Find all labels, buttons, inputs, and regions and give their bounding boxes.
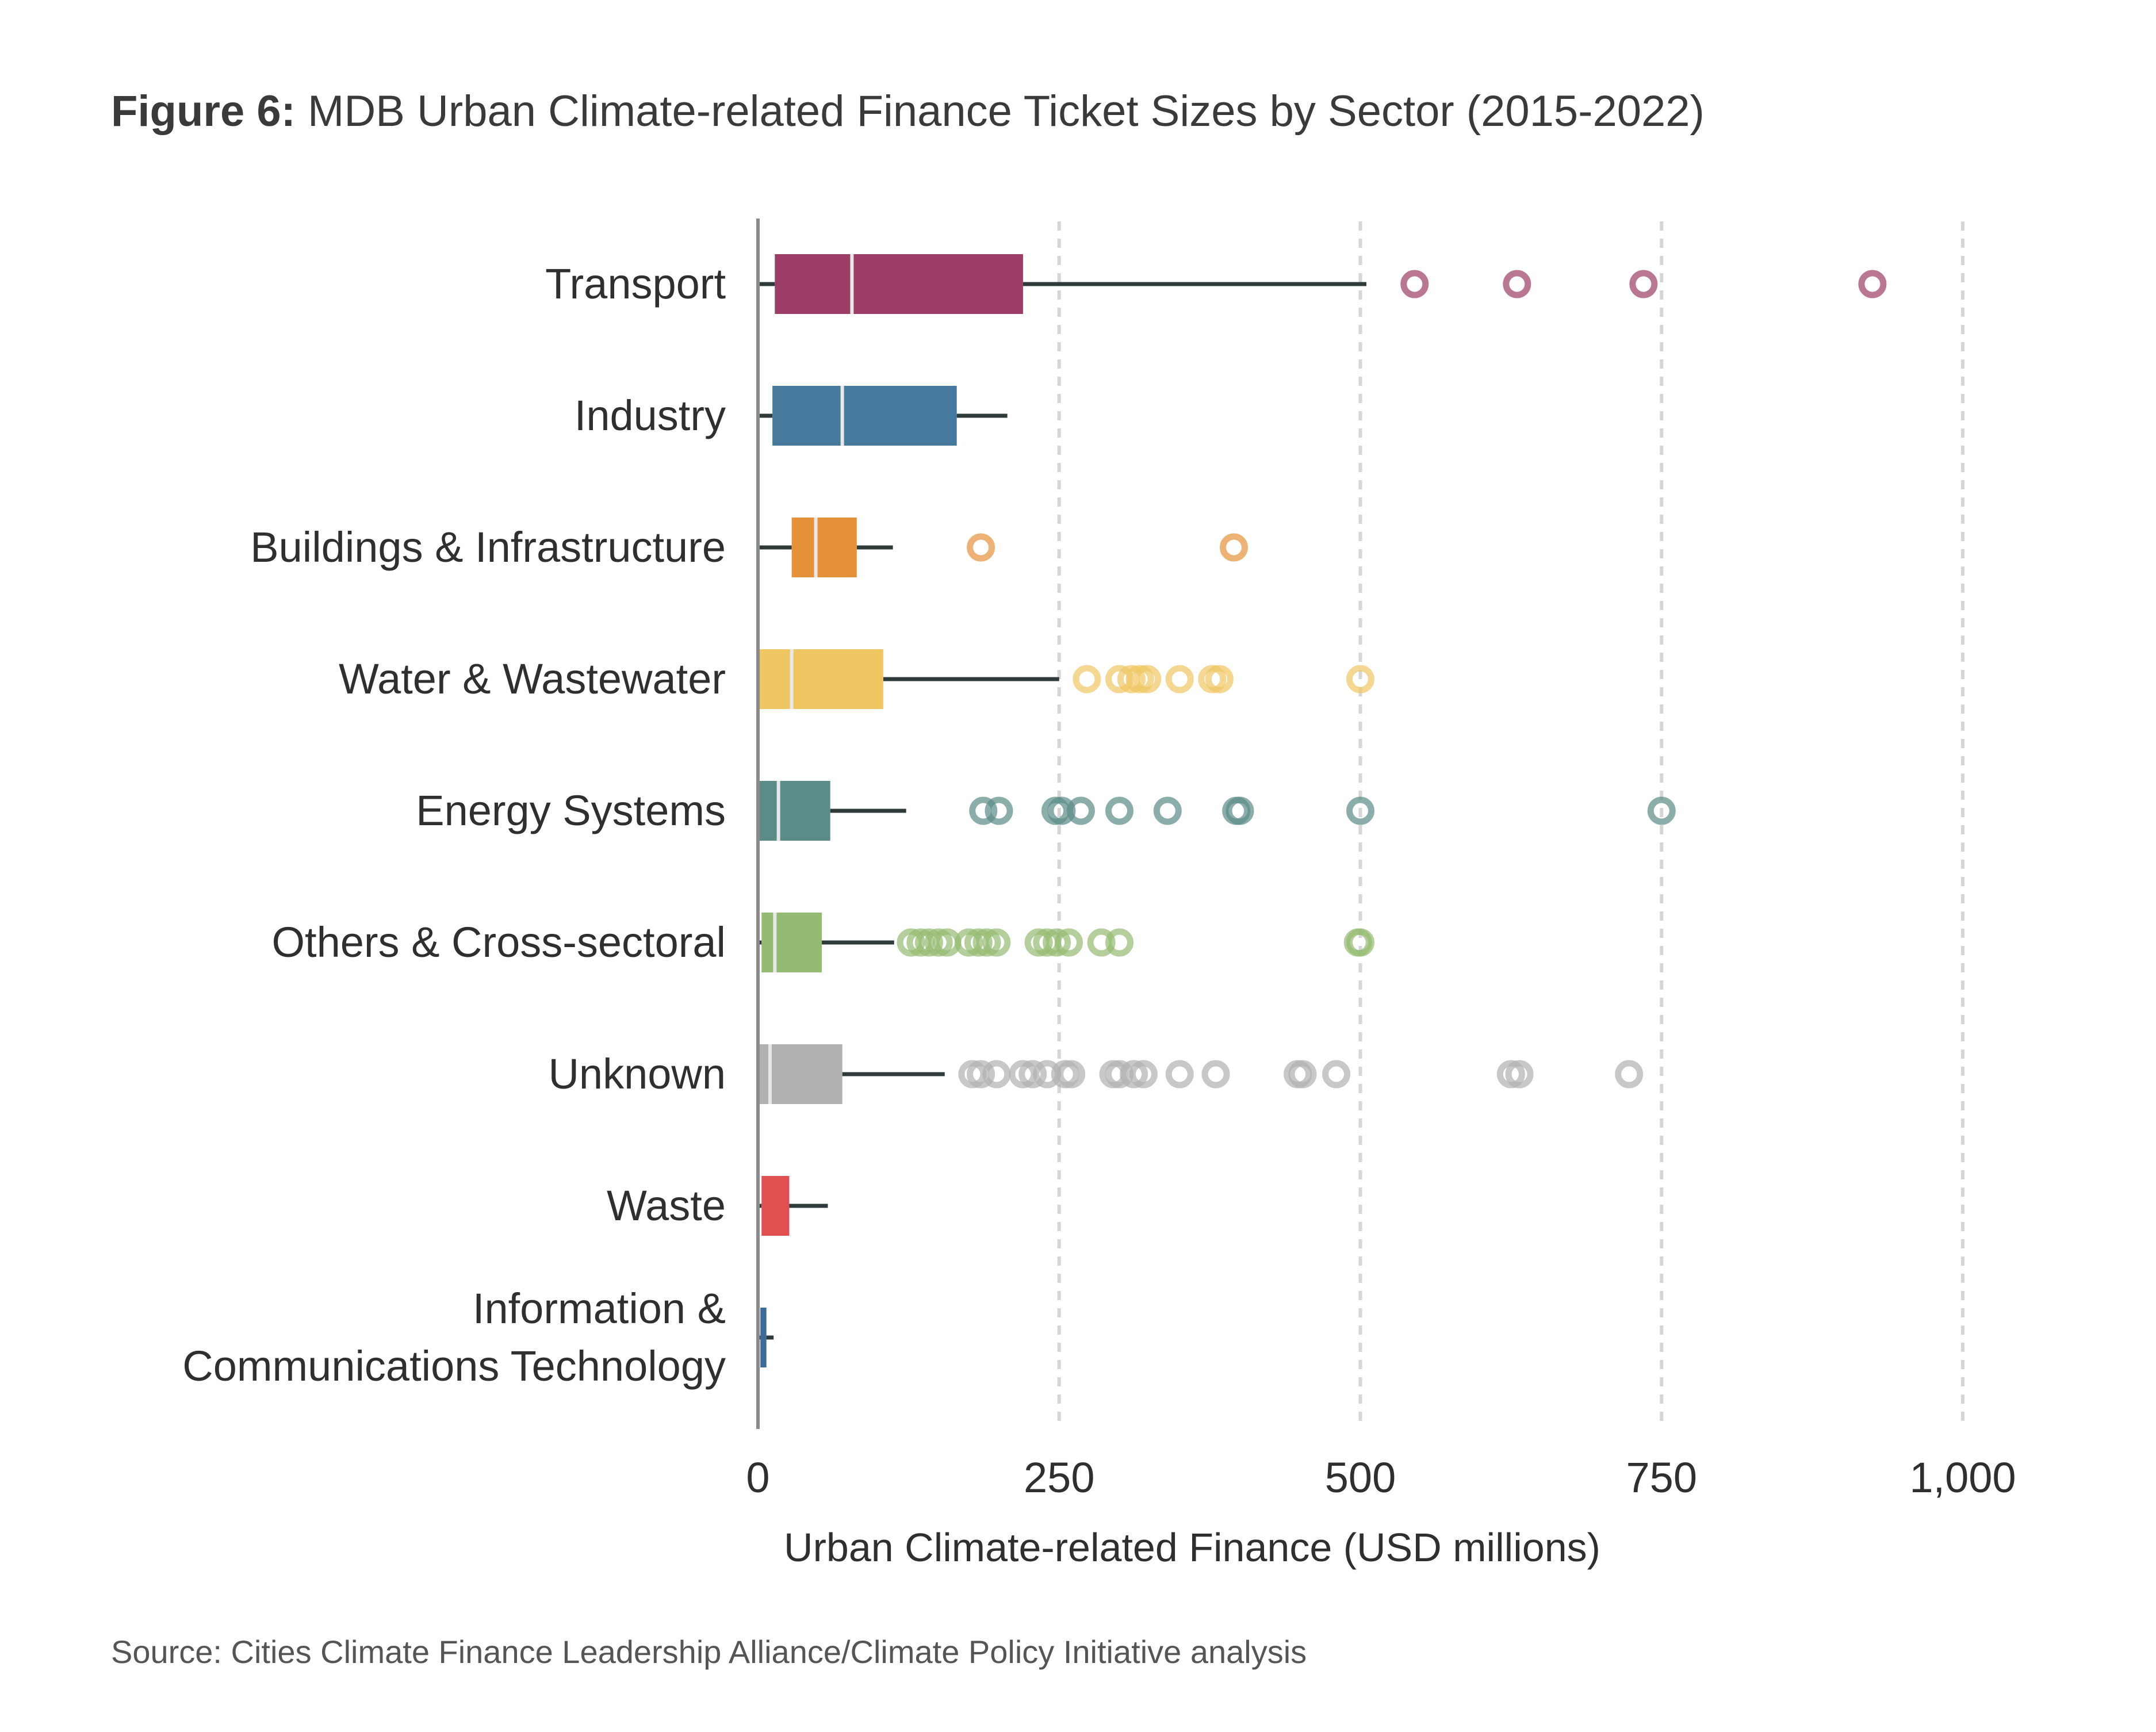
- box-group-industry: [758, 386, 1008, 446]
- outlier-others-cross-sectoral-2: [914, 928, 943, 957]
- figure-title-text: MDB Urban Climate-related Finance Ticket…: [308, 87, 1705, 136]
- box-group-waste: [758, 1176, 828, 1236]
- outlier-unknown-7: [1057, 1060, 1086, 1089]
- outlier-transport-3: [1858, 270, 1887, 298]
- box-information-communications-technology: [760, 1308, 767, 1367]
- box-group-information-communications-technology: [758, 1308, 774, 1367]
- x-tick-label-750: 750: [1626, 1454, 1697, 1501]
- outlier-others-cross-sectoral-16: [1346, 928, 1374, 957]
- outlier-unknown-11: [1129, 1060, 1158, 1089]
- outlier-energy-systems-9: [1346, 796, 1374, 825]
- x-tick-labels: 0 250 500 750 1,000: [746, 1454, 2016, 1501]
- outlier-unknown-4: [1018, 1060, 1047, 1089]
- category-label-unknown: Unknown: [548, 1050, 726, 1098]
- outlier-transport-1: [1503, 270, 1531, 298]
- outlier-energy-systems-10: [1647, 796, 1676, 825]
- x-tick-label-250: 250: [1024, 1454, 1094, 1501]
- category-label-others-cross-sectoral: Others & Cross-sectoral: [271, 918, 726, 966]
- outlier-others-cross-sectoral-7: [972, 928, 1001, 957]
- box-group-energy-systems: [758, 781, 1676, 841]
- category-label-line: Communications Technology: [182, 1342, 726, 1390]
- category-labels: Transport Industry Buildings & Infrastruct…: [182, 260, 726, 1390]
- figure-title-prefix: Figure 6:: [111, 87, 296, 136]
- outlier-unknown-16: [1322, 1060, 1351, 1089]
- gridlines: [1057, 221, 1964, 1429]
- outlier-transport-0: [1400, 270, 1429, 298]
- source-note: Source: Cities Climate Finance Leadershi…: [111, 1634, 1307, 1670]
- outlier-energy-systems-4: [1066, 796, 1095, 825]
- category-label-buildings-infrastructure: Buildings & Infrastructure: [250, 523, 726, 571]
- category-label-line: Information &: [473, 1285, 726, 1332]
- box-transport: [775, 254, 1023, 314]
- outlier-unknown-18: [1505, 1060, 1534, 1089]
- box-industry: [772, 386, 957, 446]
- outlier-transport-2: [1629, 270, 1658, 298]
- box-group-others-cross-sectoral: [758, 913, 1374, 972]
- x-tick-label-1000: 1,000: [1909, 1454, 2016, 1501]
- outlier-others-cross-sectoral-5: [955, 928, 983, 957]
- box-group-transport: [758, 254, 1887, 314]
- outlier-others-cross-sectoral-14: [1105, 928, 1133, 957]
- outlier-energy-systems-5: [1105, 796, 1133, 825]
- outlier-unknown-19: [1615, 1060, 1644, 1089]
- box-unknown: [758, 1044, 843, 1104]
- outlier-water-wastewater-5: [1165, 665, 1194, 693]
- outlier-energy-systems-0: [969, 796, 998, 825]
- outlier-others-cross-sectoral-8: [982, 928, 1011, 957]
- box-buildings-infrastructure: [791, 518, 857, 577]
- outlier-energy-systems-8: [1226, 796, 1254, 825]
- category-label-waste: Waste: [607, 1182, 726, 1229]
- outlier-buildings-infrastructure-1: [1220, 533, 1249, 562]
- box-water-wastewater: [758, 649, 883, 709]
- outlier-buildings-infrastructure-0: [967, 533, 995, 562]
- box-plot-chart: Transport Industry Buildings & Infrastruct…: [182, 219, 2016, 1570]
- x-tick-label-0: 0: [746, 1454, 769, 1501]
- outlier-unknown-2: [982, 1060, 1011, 1089]
- outlier-unknown-13: [1201, 1060, 1230, 1089]
- outlier-others-cross-sectoral-12: [1055, 928, 1083, 957]
- outlier-water-wastewater-7: [1205, 665, 1234, 693]
- outlier-energy-systems-6: [1153, 796, 1182, 825]
- box-others-cross-sectoral: [761, 913, 822, 972]
- outlier-others-cross-sectoral-0: [897, 928, 925, 957]
- x-tick-label-500: 500: [1325, 1454, 1396, 1501]
- figure-title: Figure 6: MDB Urban Climate-related Fina…: [111, 86, 1705, 136]
- category-label-water-wastewater: Water & Wastewater: [339, 655, 726, 703]
- outlier-water-wastewater-0: [1073, 665, 1101, 693]
- category-label-information-communications-technology: Information & Communications Technology: [182, 1285, 726, 1390]
- x-axis-title: Urban Climate-related Finance (USD milli…: [784, 1525, 1600, 1570]
- box-energy-systems: [758, 781, 830, 841]
- box-group-water-wastewater: [758, 649, 1374, 709]
- box-waste: [761, 1176, 790, 1236]
- boxes: [758, 254, 1887, 1367]
- outlier-others-cross-sectoral-11: [1043, 928, 1071, 957]
- outlier-water-wastewater-8: [1346, 665, 1374, 693]
- outlier-others-cross-sectoral-13: [1087, 928, 1116, 957]
- category-label-industry: Industry: [575, 392, 726, 439]
- outlier-energy-systems-1: [985, 796, 1013, 825]
- outlier-unknown-15: [1288, 1060, 1317, 1089]
- box-group-buildings-infrastructure: [758, 518, 1249, 577]
- outlier-water-wastewater-4: [1133, 665, 1162, 693]
- box-group-unknown: [758, 1044, 1644, 1104]
- outlier-unknown-1: [967, 1060, 995, 1089]
- outlier-unknown-10: [1120, 1060, 1148, 1089]
- outlier-unknown-12: [1165, 1060, 1194, 1089]
- category-label-transport: Transport: [545, 260, 726, 308]
- category-label-energy-systems: Energy Systems: [416, 787, 726, 834]
